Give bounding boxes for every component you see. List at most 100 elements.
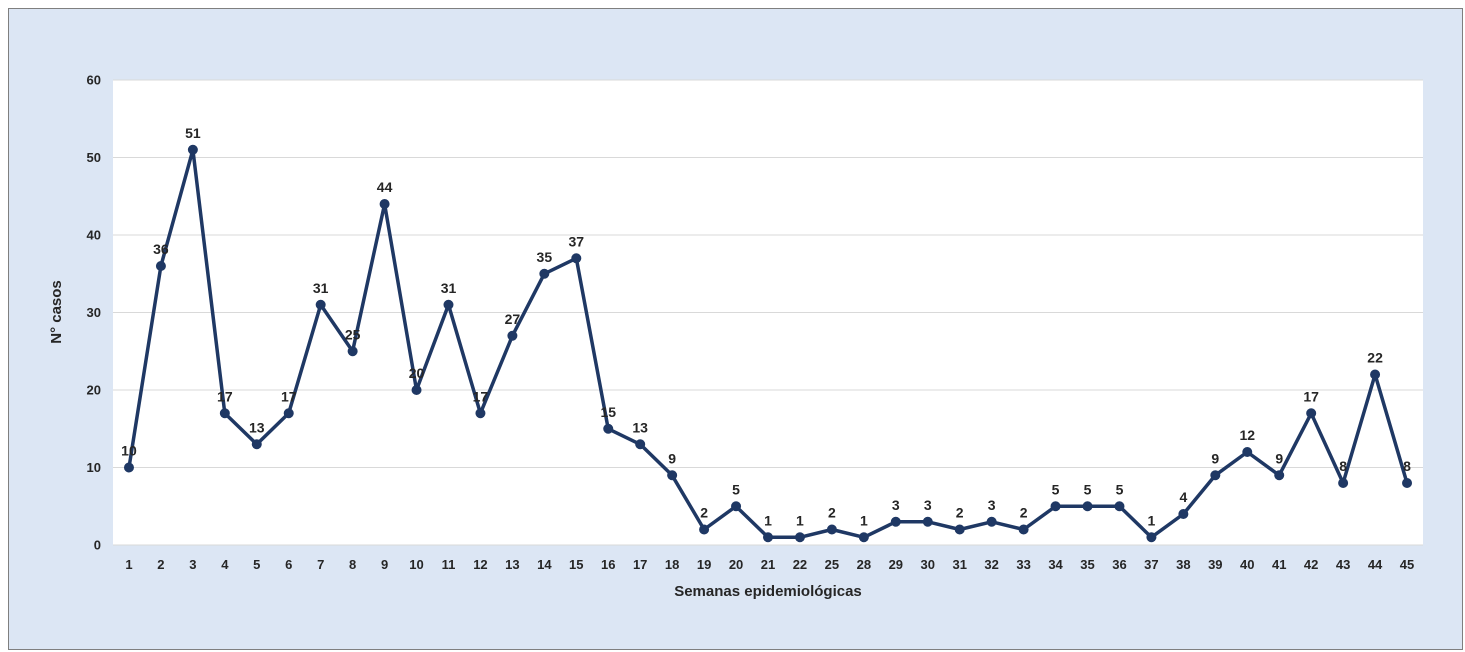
- y-tick-label: 50: [87, 150, 101, 165]
- data-label: 10: [121, 443, 137, 459]
- data-label: 9: [1211, 450, 1219, 466]
- x-tick-label: 29: [889, 557, 903, 572]
- data-label: 13: [249, 419, 265, 435]
- data-label: 13: [632, 419, 648, 435]
- x-tick-label: 9: [381, 557, 388, 572]
- x-tick-label: 14: [537, 557, 552, 572]
- data-label: 12: [1239, 427, 1255, 443]
- data-label: 1: [764, 512, 772, 528]
- data-label: 17: [217, 388, 233, 404]
- data-label: 1: [860, 512, 868, 528]
- data-label: 25: [345, 326, 361, 342]
- x-tick-label: 10: [409, 557, 423, 572]
- data-label: 8: [1403, 458, 1411, 474]
- data-point: [571, 253, 582, 264]
- data-label: 3: [988, 497, 996, 513]
- data-label: 5: [1116, 481, 1124, 497]
- data-point: [1178, 509, 1189, 519]
- x-tick-label: 18: [665, 557, 679, 572]
- x-tick-label: 33: [1016, 557, 1030, 572]
- x-tick-label: 42: [1304, 557, 1318, 572]
- data-point: [763, 532, 773, 543]
- x-tick-label: 13: [505, 557, 519, 572]
- data-point: [1114, 501, 1125, 512]
- y-tick-label: 20: [87, 383, 101, 398]
- y-tick-label: 30: [87, 305, 101, 320]
- x-tick-label: 3: [189, 557, 196, 572]
- x-tick-label: 35: [1080, 557, 1094, 572]
- data-label: 8: [1339, 458, 1347, 474]
- data-point: [411, 385, 422, 395]
- data-point: [283, 408, 294, 419]
- y-tick-label: 40: [87, 228, 101, 243]
- data-point: [1338, 478, 1349, 488]
- data-point: [1146, 532, 1157, 543]
- data-point: [731, 501, 742, 512]
- data-label: 17: [281, 388, 297, 404]
- x-tick-label: 32: [984, 557, 998, 572]
- x-tick-label: 7: [317, 557, 324, 572]
- data-point: [890, 516, 901, 527]
- data-point: [954, 524, 965, 535]
- data-label: 2: [828, 505, 836, 521]
- data-point: [667, 470, 678, 481]
- data-point: [123, 462, 134, 473]
- x-tick-label: 5: [253, 557, 260, 572]
- x-tick-label: 1: [125, 557, 132, 572]
- x-tick-label: 38: [1176, 557, 1190, 572]
- data-point: [1018, 524, 1029, 535]
- data-label: 2: [956, 505, 964, 521]
- data-point: [315, 299, 326, 310]
- data-point: [858, 532, 869, 543]
- data-label: 17: [473, 388, 489, 404]
- data-point: [699, 524, 710, 535]
- data-point: [922, 516, 933, 527]
- x-tick-label: 34: [1048, 557, 1063, 572]
- x-tick-label: 11: [442, 557, 456, 572]
- data-label: 4: [1179, 489, 1187, 505]
- data-point: [443, 299, 454, 310]
- data-label: 5: [732, 481, 740, 497]
- x-tick-label: 37: [1144, 557, 1158, 572]
- data-point: [1370, 369, 1381, 380]
- x-tick-label: 21: [761, 557, 775, 572]
- x-tick-label: 6: [285, 557, 292, 572]
- y-tick-label: 0: [94, 538, 101, 553]
- data-label: 3: [924, 497, 932, 513]
- data-point: [379, 199, 390, 209]
- x-tick-label: 41: [1272, 557, 1286, 572]
- data-point: [1082, 501, 1093, 512]
- data-point: [986, 516, 997, 527]
- data-point: [1242, 447, 1253, 457]
- x-tick-label: 43: [1336, 557, 1350, 572]
- x-tick-label: 4: [221, 557, 229, 572]
- x-tick-label: 30: [921, 557, 935, 572]
- data-point: [826, 524, 837, 535]
- data-label: 5: [1052, 481, 1060, 497]
- data-label: 1: [1148, 512, 1156, 528]
- data-point: [1050, 501, 1061, 512]
- x-tick-label: 15: [569, 557, 583, 572]
- x-tick-label: 19: [697, 557, 711, 572]
- data-label: 44: [377, 179, 393, 195]
- data-point: [603, 423, 614, 434]
- x-tick-label: 22: [793, 557, 807, 572]
- data-label: 31: [441, 280, 457, 296]
- x-tick-label: 44: [1368, 557, 1383, 572]
- x-axis-title: Semanas epidemiológicas: [674, 583, 862, 600]
- x-tick-label: 39: [1208, 557, 1222, 572]
- data-point: [539, 268, 550, 279]
- data-point: [1274, 470, 1285, 481]
- data-point: [155, 261, 166, 271]
- data-label: 22: [1367, 350, 1383, 366]
- y-axis-title: N° casos: [48, 280, 65, 344]
- data-label: 15: [600, 404, 616, 420]
- data-point: [1306, 408, 1317, 419]
- data-label: 9: [668, 450, 676, 466]
- x-tick-label: 31: [952, 557, 966, 572]
- x-tick-label: 12: [473, 557, 487, 572]
- x-tick-label: 25: [825, 557, 839, 572]
- x-tick-label: 40: [1240, 557, 1254, 572]
- data-label: 3: [892, 497, 900, 513]
